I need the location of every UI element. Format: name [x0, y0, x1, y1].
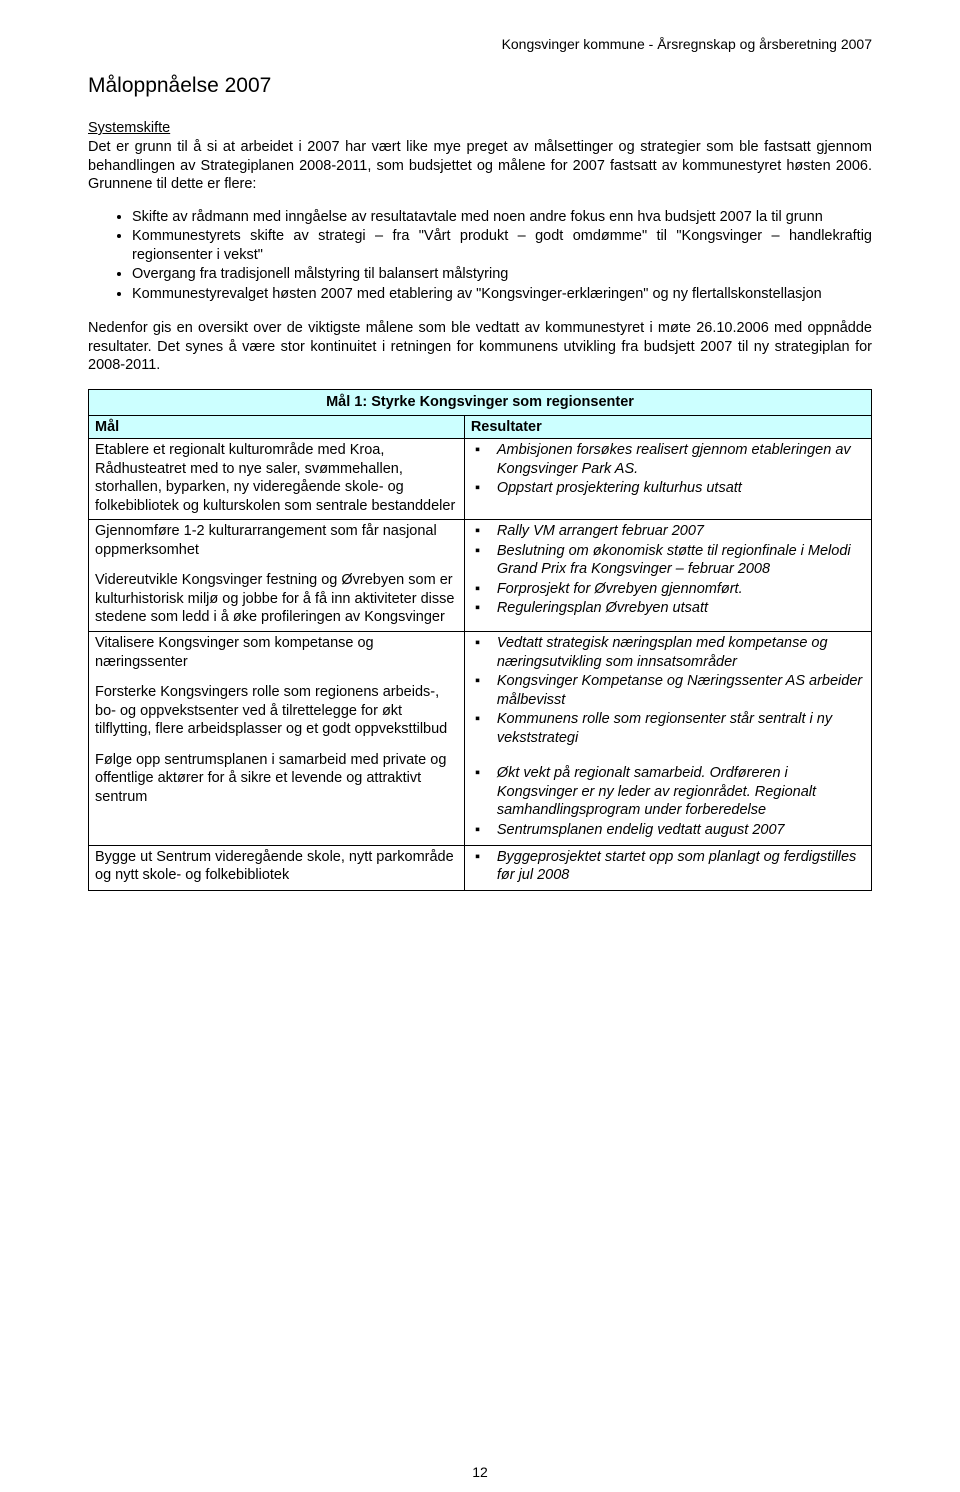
result-list-item: Økt vekt på regionalt samarbeid. Ordføre… [493, 764, 865, 820]
goal-text: Gjennomføre 1-2 kulturarrangement som få… [95, 522, 458, 559]
table-cell-result: Vedtatt strategisk næringsplan med kompe… [464, 632, 871, 845]
table-cell-result: Ambisjonen forsøkes realisert gjennom et… [464, 439, 871, 520]
table-cell-goal: Vitalisere Kongsvinger som kompetanse og… [89, 632, 465, 845]
goal-text: Etablere et regionalt kulturområde med K… [95, 441, 458, 515]
result-list-item: Ambisjonen forsøkes realisert gjennom et… [493, 441, 865, 478]
table-col-header-mal: Mål [89, 415, 465, 439]
result-list: Rally VM arrangert februar 2007Beslutnin… [471, 522, 865, 618]
result-list-item: Rally VM arrangert februar 2007 [493, 522, 865, 541]
result-list-item: Kongsvinger Kompetanse og Næringssenter … [493, 672, 865, 709]
table-title: Mål 1: Styrke Kongsvinger som regionsent… [89, 390, 872, 416]
result-list: Ambisjonen forsøkes realisert gjennom et… [471, 441, 865, 498]
table-row: Bygge ut Sentrum videregående skole, nyt… [89, 845, 872, 890]
result-list-item: Vedtatt strategisk næringsplan med kompe… [493, 634, 865, 671]
table-row: Gjennomføre 1-2 kulturarrangement som få… [89, 520, 872, 632]
goal-text: Videreutvikle Kongsvinger festning og Øv… [95, 571, 458, 627]
table-row: Etablere et regionalt kulturområde med K… [89, 439, 872, 520]
result-list-item: Sentrumsplanen endelig vedtatt august 20… [493, 821, 865, 840]
reasons-list-item: Kommunestyrevalget høsten 2007 med etabl… [132, 285, 872, 304]
reasons-list-item: Kommunestyrets skifte av strategi – fra … [132, 227, 872, 264]
goal-text: Bygge ut Sentrum videregående skole, nyt… [95, 848, 458, 885]
reasons-bullet-list: Skifte av rådmann med inngåelse av resul… [88, 208, 872, 304]
result-list: Vedtatt strategisk næringsplan med kompe… [471, 634, 865, 839]
table-cell-result: Rally VM arrangert februar 2007Beslutnin… [464, 520, 871, 632]
goal-text: Følge opp sentrumsplanen i samarbeid med… [95, 751, 458, 807]
table-cell-goal: Gjennomføre 1-2 kulturarrangement som få… [89, 520, 465, 632]
section-heading-systemskifte: Systemskifte [88, 120, 872, 136]
result-list-item: Beslutning om økonomisk støtte til regio… [493, 542, 865, 579]
table-row: Vitalisere Kongsvinger som kompetanse og… [89, 632, 872, 845]
document-page: Kongsvinger kommune - Årsregnskap og års… [0, 0, 960, 1492]
page-number: 12 [0, 1464, 960, 1480]
result-list-item: Forprosjekt for Øvrebyen gjennomført. [493, 580, 865, 599]
table-cell-goal: Bygge ut Sentrum videregående skole, nyt… [89, 845, 465, 890]
table-col-header-resultater: Resultater [464, 415, 871, 439]
intro-paragraph-2: Nedenfor gis en oversikt over de viktigs… [88, 319, 872, 375]
reasons-list-item: Overgang fra tradisjonell målstyring til… [132, 265, 872, 284]
goal-text: Vitalisere Kongsvinger som kompetanse og… [95, 634, 458, 671]
goals-table: Mål 1: Styrke Kongsvinger som regionsent… [88, 389, 872, 891]
table-cell-result: Byggeprosjektet startet opp som planlagt… [464, 845, 871, 890]
reasons-list-item: Skifte av rådmann med inngåelse av resul… [132, 208, 872, 227]
table-cell-goal: Etablere et regionalt kulturområde med K… [89, 439, 465, 520]
goal-text: Forsterke Kongsvingers rolle som regione… [95, 683, 458, 739]
result-list-item: Kommunens rolle som regionsenter står se… [493, 710, 865, 747]
intro-paragraph-1: Det er grunn til å si at arbeidet i 2007… [88, 138, 872, 194]
result-list-item: Reguleringsplan Øvrebyen utsatt [493, 599, 865, 618]
result-list: Byggeprosjektet startet opp som planlagt… [471, 848, 865, 885]
running-header: Kongsvinger kommune - Årsregnskap og års… [88, 36, 872, 52]
result-list-item: Oppstart prosjektering kulturhus utsatt [493, 479, 865, 498]
result-list-item: Byggeprosjektet startet opp som planlagt… [493, 848, 865, 885]
page-title: Måloppnåelse 2007 [88, 74, 872, 98]
